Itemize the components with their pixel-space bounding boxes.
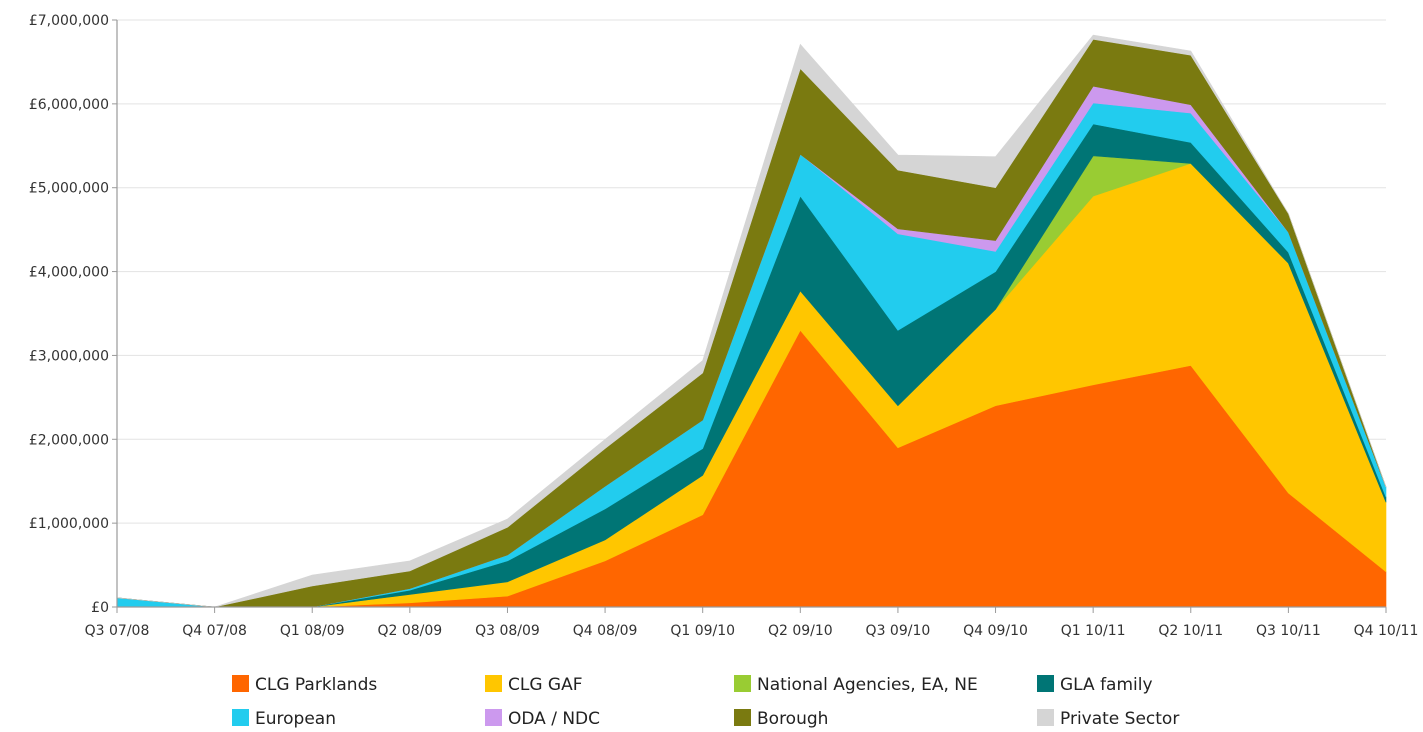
legend-label: GLA family xyxy=(1060,675,1153,695)
x-tick-label: Q1 08/09 xyxy=(280,623,345,639)
x-tick-label: Q3 08/09 xyxy=(475,623,540,639)
y-tick-label: £4,000,000 xyxy=(29,265,109,281)
x-tick-label: Q1 09/10 xyxy=(670,623,735,639)
legend-swatch xyxy=(734,675,751,692)
y-tick-label: £7,000,000 xyxy=(29,13,109,29)
x-tick-label: Q2 09/10 xyxy=(768,623,833,639)
legend-label: CLG GAF xyxy=(508,675,583,695)
x-tick-label: Q4 08/09 xyxy=(573,623,638,639)
x-tick-label: Q4 09/10 xyxy=(963,623,1028,639)
legend-swatch xyxy=(232,709,249,726)
legend-item-clg-gaf: CLG GAF xyxy=(485,675,583,695)
legend-item-national-agencies-ea-ne: National Agencies, EA, NE xyxy=(734,675,978,695)
legend-swatch xyxy=(485,709,502,726)
y-tick-labels: £0 £1,000,000 £2,000,000 £3,000,000 £4,000,0… xyxy=(29,13,109,616)
legend-swatch xyxy=(1037,675,1054,692)
legend-swatch xyxy=(734,709,751,726)
legend-item-oda-ndc: ODA / NDC xyxy=(485,709,600,729)
legend-item-private-sector: Private Sector xyxy=(1037,709,1179,729)
y-tick-label: £5,000,000 xyxy=(29,181,109,197)
x-tick-label: Q4 10/11 xyxy=(1354,623,1419,639)
x-tick-label: Q3 10/11 xyxy=(1256,623,1321,639)
legend-label: Private Sector xyxy=(1060,709,1179,729)
x-tick-label: Q2 08/09 xyxy=(377,623,442,639)
legend-item-gla-family: GLA family xyxy=(1037,675,1153,695)
legend-label: National Agencies, EA, NE xyxy=(757,675,978,695)
legend-item-european: European xyxy=(232,709,336,729)
legend-label: European xyxy=(255,709,336,729)
x-tick-label: Q2 10/11 xyxy=(1158,623,1223,639)
area-private-sector xyxy=(116,34,1387,608)
legend-item-borough: Borough xyxy=(734,709,828,729)
y-tick-label: £2,000,000 xyxy=(29,432,109,448)
legend: CLG Parklands CLG GAF National Agencies, E… xyxy=(232,675,1179,729)
x-tick-label: Q4 07/08 xyxy=(182,623,247,639)
legend-swatch xyxy=(1037,709,1054,726)
y-tick-label: £1,000,000 xyxy=(29,516,109,532)
x-tick-labels: Q3 07/08 Q4 07/08 Q1 08/09 Q2 08/09 Q3 08/09… xyxy=(85,607,1419,639)
legend-label: CLG Parklands xyxy=(255,675,377,695)
axes xyxy=(116,20,1386,608)
y-tick-label: £6,000,000 xyxy=(29,97,109,113)
x-tick-label: Q3 09/10 xyxy=(866,623,931,639)
y-tick-label: £0 xyxy=(91,600,109,616)
legend-item-clg-parklands: CLG Parklands xyxy=(232,675,377,695)
x-tick-label: Q1 10/11 xyxy=(1061,623,1126,639)
x-tick-label: Q3 07/08 xyxy=(85,623,150,639)
legend-label: Borough xyxy=(757,709,828,729)
series-areas xyxy=(116,34,1387,608)
legend-label: ODA / NDC xyxy=(508,709,600,729)
legend-swatch xyxy=(232,675,249,692)
legend-swatch xyxy=(485,675,502,692)
y-tick-label: £3,000,000 xyxy=(29,348,109,364)
